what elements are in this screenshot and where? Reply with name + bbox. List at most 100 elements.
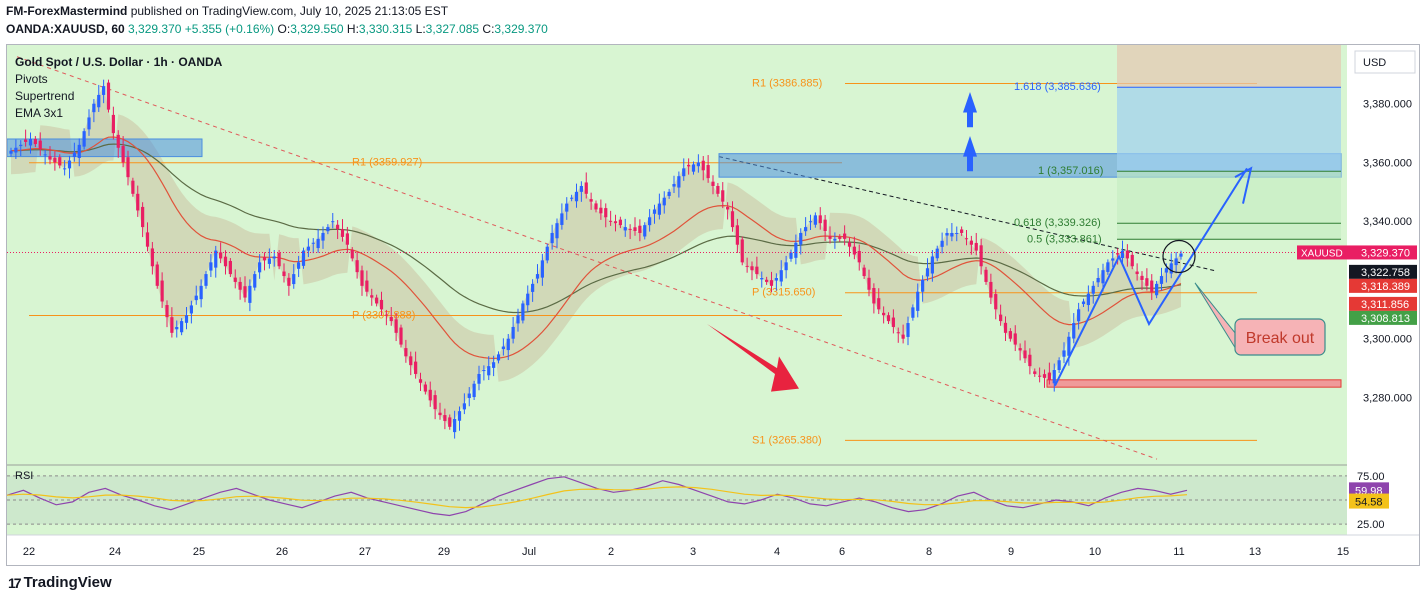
candle-body[interactable] bbox=[818, 215, 822, 224]
candle-body[interactable] bbox=[604, 208, 608, 218]
candle-body[interactable] bbox=[852, 246, 856, 255]
candle-body[interactable] bbox=[175, 326, 179, 330]
candle-body[interactable] bbox=[472, 383, 476, 398]
candle-body[interactable] bbox=[131, 180, 135, 194]
candle-body[interactable] bbox=[340, 229, 345, 237]
candle-body[interactable] bbox=[306, 246, 310, 251]
candle-body[interactable] bbox=[974, 242, 978, 251]
candle-body[interactable] bbox=[969, 240, 973, 245]
candle-body[interactable] bbox=[287, 277, 291, 286]
candle-body[interactable] bbox=[794, 242, 798, 258]
candle-body[interactable] bbox=[570, 197, 574, 199]
candle-body[interactable] bbox=[24, 139, 28, 142]
candle-body[interactable] bbox=[891, 317, 895, 327]
price-chart[interactable]: R1 (3386.885) R1 (3359.927) P (3315.650) P … bbox=[6, 45, 1419, 565]
candle-body[interactable] bbox=[838, 237, 842, 239]
candle-body[interactable] bbox=[297, 262, 301, 269]
candle-body[interactable] bbox=[389, 316, 393, 322]
candle-body[interactable] bbox=[63, 168, 67, 170]
candle-body[interactable] bbox=[623, 227, 627, 231]
candle-body[interactable] bbox=[384, 314, 388, 316]
candle-body[interactable] bbox=[262, 257, 267, 261]
candle-body[interactable] bbox=[53, 157, 57, 163]
candle-body[interactable] bbox=[652, 209, 657, 214]
candle-body[interactable] bbox=[999, 314, 1003, 322]
candle-body[interactable] bbox=[409, 356, 413, 366]
candle-body[interactable] bbox=[67, 160, 72, 169]
candle-body[interactable] bbox=[496, 354, 501, 361]
candle-body[interactable] bbox=[248, 285, 252, 303]
candle-body[interactable] bbox=[711, 181, 715, 186]
candle-body[interactable] bbox=[925, 268, 930, 277]
candle-body[interactable] bbox=[243, 286, 247, 298]
candle-body[interactable] bbox=[1033, 371, 1037, 374]
candle-body[interactable] bbox=[1169, 263, 1173, 274]
candle-body[interactable] bbox=[843, 233, 847, 239]
candle-body[interactable] bbox=[765, 279, 769, 282]
candle-body[interactable] bbox=[404, 348, 408, 357]
candle-body[interactable] bbox=[414, 361, 418, 374]
candle-body[interactable] bbox=[9, 150, 13, 154]
candle-body[interactable] bbox=[521, 303, 525, 321]
candle-body[interactable] bbox=[789, 252, 793, 259]
candle-body[interactable] bbox=[906, 323, 910, 337]
candle-body[interactable] bbox=[535, 274, 540, 279]
candle-body[interactable] bbox=[638, 225, 642, 233]
candle-body[interactable] bbox=[106, 82, 111, 110]
candle-body[interactable] bbox=[487, 366, 491, 376]
candle-body[interactable] bbox=[180, 321, 184, 333]
candle-body[interactable] bbox=[72, 152, 76, 157]
candle-body[interactable] bbox=[375, 297, 379, 304]
candle-body[interactable] bbox=[43, 154, 47, 156]
candle-body[interactable] bbox=[716, 185, 720, 194]
candle-body[interactable] bbox=[1038, 375, 1042, 377]
candle-body[interactable] bbox=[779, 270, 783, 282]
candle-body[interactable] bbox=[418, 379, 423, 383]
candle-body[interactable] bbox=[28, 138, 33, 146]
candle-body[interactable] bbox=[672, 184, 676, 187]
candle-body[interactable] bbox=[355, 260, 359, 273]
candle-body[interactable] bbox=[799, 232, 803, 245]
candle-body[interactable] bbox=[1150, 280, 1154, 292]
candle-body[interactable] bbox=[453, 418, 457, 433]
candle-body[interactable] bbox=[214, 250, 218, 268]
candle-body[interactable] bbox=[1072, 323, 1076, 339]
candle-body[interactable] bbox=[121, 146, 125, 163]
candle-body[interactable] bbox=[1008, 331, 1012, 339]
candle-body[interactable] bbox=[555, 223, 559, 239]
candle-body[interactable] bbox=[735, 225, 739, 245]
candle-body[interactable] bbox=[433, 395, 437, 410]
candle-body[interactable] bbox=[253, 274, 257, 288]
candle-body[interactable] bbox=[1106, 262, 1110, 272]
candle-body[interactable] bbox=[1047, 372, 1051, 380]
candle-body[interactable] bbox=[1042, 374, 1047, 378]
candle-body[interactable] bbox=[423, 384, 427, 392]
candle-body[interactable] bbox=[1164, 268, 1168, 273]
candle-body[interactable] bbox=[116, 134, 120, 148]
candle-body[interactable] bbox=[886, 315, 891, 322]
candle-body[interactable] bbox=[233, 277, 237, 282]
candle-body[interactable] bbox=[1013, 333, 1017, 345]
candle-body[interactable] bbox=[613, 221, 618, 224]
candle-body[interactable] bbox=[550, 232, 554, 244]
candle-body[interactable] bbox=[589, 199, 593, 202]
candle-body[interactable] bbox=[77, 144, 81, 158]
candle-body[interactable] bbox=[223, 256, 228, 267]
candle-body[interactable] bbox=[292, 274, 296, 285]
candle-body[interactable] bbox=[467, 393, 471, 399]
candle-body[interactable] bbox=[399, 327, 403, 345]
candle-body[interactable] bbox=[326, 227, 330, 232]
candle-body[interactable] bbox=[935, 248, 939, 259]
legend-item-pivots[interactable]: Pivots bbox=[15, 72, 48, 86]
candle-body[interactable] bbox=[1096, 278, 1100, 283]
candle-body[interactable] bbox=[599, 207, 603, 214]
candle-body[interactable] bbox=[457, 411, 462, 421]
candle-body[interactable] bbox=[204, 274, 208, 286]
candle-body[interactable] bbox=[189, 305, 193, 314]
candle-body[interactable] bbox=[540, 260, 544, 278]
candle-body[interactable] bbox=[1023, 350, 1027, 359]
candle-body[interactable] bbox=[14, 147, 18, 153]
candle-body[interactable] bbox=[1101, 270, 1105, 284]
candle-body[interactable] bbox=[1130, 254, 1134, 267]
candle-body[interactable] bbox=[531, 283, 535, 292]
